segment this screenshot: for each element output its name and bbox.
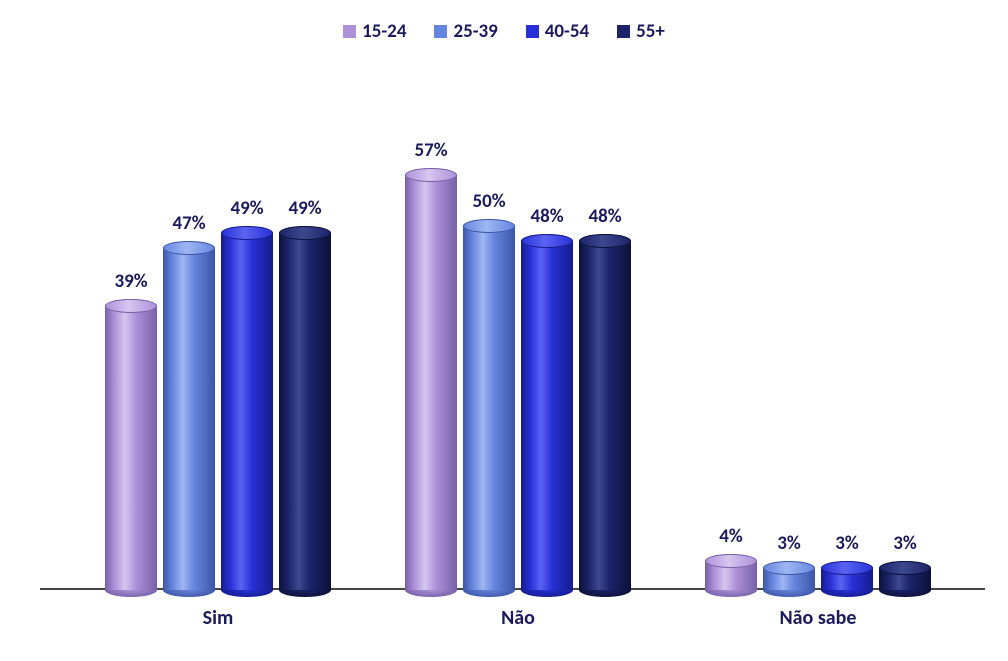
legend-swatch	[617, 25, 630, 38]
chart-area: Sim39%47%49%49%Não57%50%48%48%Não sabe4%…	[60, 70, 965, 590]
legend-label: 15-24	[362, 20, 406, 43]
category-label: Sim	[105, 606, 331, 630]
bar-body	[279, 233, 331, 590]
bar-value-label: 3%	[821, 532, 873, 555]
legend-label: 55+	[636, 20, 665, 43]
bar: 49%	[279, 233, 331, 590]
legend-item: 55+	[617, 20, 665, 43]
legend-swatch	[526, 25, 539, 38]
bar: 57%	[405, 175, 457, 590]
bar-value-label: 47%	[163, 212, 215, 235]
category-label: Não sabe	[705, 606, 931, 630]
bar: 4%	[705, 561, 757, 590]
legend-label: 40-54	[545, 20, 589, 43]
bar-body	[521, 241, 573, 590]
bar-value-label: 49%	[279, 197, 331, 220]
bar-value-label: 4%	[705, 525, 757, 548]
bar-body	[579, 241, 631, 590]
bar-value-label: 3%	[879, 532, 931, 555]
bar-value-label: 57%	[405, 139, 457, 162]
bar: 50%	[463, 226, 515, 590]
bar-value-label: 3%	[763, 532, 815, 555]
bar-body	[105, 306, 157, 590]
bar-body	[163, 248, 215, 590]
bar-group: Não57%50%48%48%	[405, 70, 631, 590]
legend-item: 25-39	[434, 20, 497, 43]
bar-top-ellipse	[705, 554, 757, 568]
bar-group: Não sabe4%3%3%3%	[705, 70, 931, 590]
bar-top-ellipse	[105, 299, 157, 313]
legend-swatch	[434, 25, 447, 38]
bar-top-ellipse	[521, 234, 573, 248]
bar: 39%	[105, 306, 157, 590]
bar-top-ellipse	[405, 168, 457, 182]
bar-top-ellipse	[163, 241, 215, 255]
bar: 48%	[521, 241, 573, 590]
legend-swatch	[343, 25, 356, 38]
bar-body	[463, 226, 515, 590]
bar-group: Sim39%47%49%49%	[105, 70, 331, 590]
legend-item: 15-24	[343, 20, 406, 43]
bar: 3%	[821, 568, 873, 590]
bar-top-ellipse	[463, 219, 515, 233]
legend: 15-24 25-39 40-54 55+	[0, 20, 1008, 43]
bar-top-ellipse	[579, 234, 631, 248]
bar-value-label: 49%	[221, 197, 273, 220]
bar-value-label: 48%	[579, 205, 631, 228]
legend-item: 40-54	[526, 20, 589, 43]
bar: 3%	[879, 568, 931, 590]
bar-value-label: 39%	[105, 270, 157, 293]
bar-body	[405, 175, 457, 590]
bar: 49%	[221, 233, 273, 590]
bar-value-label: 48%	[521, 205, 573, 228]
bar: 48%	[579, 241, 631, 590]
bar-value-label: 50%	[463, 190, 515, 213]
bar-body	[221, 233, 273, 590]
bar: 3%	[763, 568, 815, 590]
legend-label: 25-39	[453, 20, 497, 43]
category-label: Não	[405, 606, 631, 630]
bar: 47%	[163, 248, 215, 590]
